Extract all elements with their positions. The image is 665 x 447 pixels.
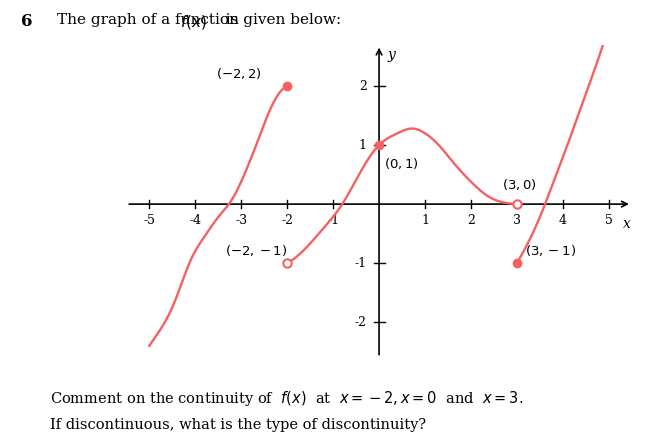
- Text: $(-2,-1)$: $(-2,-1)$: [225, 244, 287, 258]
- Text: 6: 6: [21, 13, 33, 30]
- Text: $(-2,2)$: $(-2,2)$: [216, 66, 262, 81]
- Text: -3: -3: [235, 214, 247, 227]
- Text: 4: 4: [559, 214, 567, 227]
- Text: 1: 1: [421, 214, 429, 227]
- Text: -2: -2: [354, 316, 366, 329]
- Text: is given below:: is given below:: [216, 13, 341, 27]
- Text: -4: -4: [190, 214, 201, 227]
- Text: If discontinuous, what is the type of discontinuity?: If discontinuous, what is the type of di…: [50, 418, 426, 432]
- Text: The graph of a function: The graph of a function: [57, 13, 248, 27]
- Text: -1: -1: [327, 214, 339, 227]
- Text: 2: 2: [467, 214, 475, 227]
- Text: -5: -5: [144, 214, 156, 227]
- Text: x: x: [623, 217, 631, 231]
- Text: $(3,0)$: $(3,0)$: [502, 177, 537, 192]
- Text: 3: 3: [513, 214, 521, 227]
- Text: $(3,-1)$: $(3,-1)$: [525, 244, 577, 258]
- Text: 1: 1: [358, 139, 366, 152]
- Text: $f(x)$: $f(x)$: [180, 13, 206, 31]
- Text: 2: 2: [359, 80, 366, 93]
- Text: Comment on the continuity of  $f(x)$  at  $x=-2, x=0$  and  $x=3$.: Comment on the continuity of $f(x)$ at $…: [50, 389, 523, 408]
- Text: $(0,1)$: $(0,1)$: [384, 156, 418, 171]
- Text: -1: -1: [354, 257, 366, 270]
- Text: 5: 5: [605, 214, 612, 227]
- Text: -2: -2: [281, 214, 293, 227]
- Text: y: y: [387, 48, 395, 62]
